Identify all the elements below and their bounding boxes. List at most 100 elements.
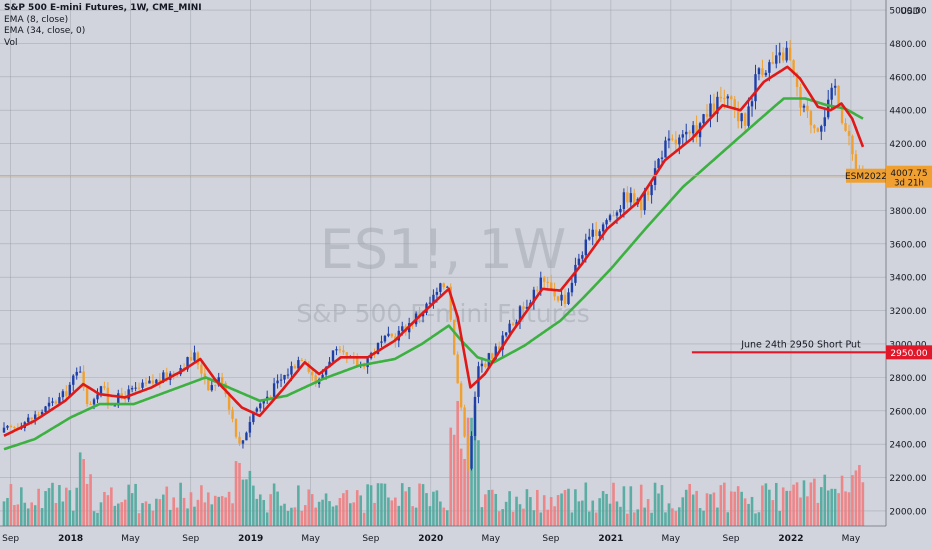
volume-bar (729, 491, 733, 526)
volume-bar (518, 504, 522, 526)
volume-bar (813, 478, 816, 526)
ema-34-line (3, 97, 864, 451)
volume-bar (799, 497, 802, 526)
volume-bar (691, 494, 695, 526)
volume-bar (629, 486, 633, 526)
indicator-volume[interactable]: Vol (4, 37, 18, 48)
candle-body (297, 360, 300, 369)
volume-bar (269, 494, 272, 526)
candle-body (338, 349, 342, 351)
volume-bar (494, 493, 498, 526)
volume-bar (660, 485, 664, 526)
volume-bar (636, 509, 640, 526)
volume-bar (785, 490, 788, 526)
candle-body (30, 417, 33, 420)
volume-bar (116, 503, 120, 526)
price-tick-label: 4200.00 (889, 140, 926, 150)
candle-body (234, 418, 238, 437)
price-tick-label: 2800.00 (889, 374, 926, 384)
candle-body (719, 96, 723, 99)
volume-bar (771, 500, 775, 526)
candle-body (681, 134, 684, 138)
candle-body (795, 73, 799, 87)
price-tick-label: 2600.00 (889, 407, 926, 417)
volume-bar (303, 505, 307, 526)
volume-bar (608, 503, 612, 526)
symbol-tag-bg (846, 168, 886, 183)
time-tick-label: May (301, 534, 320, 544)
volume-bar (459, 448, 463, 526)
indicator-ema-34[interactable]: EMA (34, close, 0) (4, 26, 86, 36)
candle-body (210, 385, 213, 391)
volume-bar (688, 483, 691, 526)
volume-bar (400, 483, 404, 526)
candle-body (536, 289, 539, 291)
price-tick-label: 4400.00 (889, 107, 926, 117)
candle-body (813, 125, 816, 129)
candle-body (847, 130, 851, 136)
candle-body (9, 425, 13, 428)
candle-body (231, 409, 234, 419)
volume-bar (51, 482, 54, 526)
volume-bar (276, 491, 279, 526)
candle-body (705, 114, 709, 117)
watermark-name: S&P 500 E-mini Futures (296, 299, 590, 328)
volume-bar (338, 498, 342, 526)
price-tick-label: 5000.00 (889, 7, 926, 17)
volume-bar (567, 488, 570, 526)
candle-body (539, 277, 542, 291)
time-tick-label: Sep (182, 534, 199, 544)
volume-bar (33, 505, 37, 526)
ema-8-path (3, 65, 865, 437)
chart-title[interactable]: S&P 500 E-mini Futures, 1W, CME_MINI (4, 3, 202, 13)
volume-bar (314, 507, 317, 526)
candle-body (255, 408, 259, 412)
candle-body (733, 99, 736, 110)
volume-bar (362, 512, 366, 526)
candle-body (532, 289, 536, 303)
volume-bar (681, 497, 685, 526)
volume-bar (425, 493, 428, 526)
indicator-ema-8[interactable]: EMA (8, close) (4, 14, 69, 25)
candle-body (594, 229, 598, 237)
volume-bar (30, 502, 34, 526)
volume-bar (806, 496, 809, 526)
volume-bar (612, 482, 615, 526)
candle-body (778, 52, 781, 56)
volume-bar (598, 498, 601, 526)
candle-body (435, 291, 439, 295)
volume-bar (733, 491, 737, 526)
volume-bar (792, 484, 795, 526)
volume-bar (310, 494, 314, 526)
candle-body (61, 391, 65, 398)
volume-bar (2, 501, 6, 526)
candle-body (754, 74, 757, 102)
candle-body (605, 220, 608, 225)
candle-body (667, 138, 671, 141)
candle-body (214, 385, 217, 387)
volume-bar (684, 489, 688, 526)
candle-body (588, 236, 591, 240)
price-tick-label: 3400.00 (889, 274, 926, 284)
volume-bar (349, 503, 352, 526)
candle-body (217, 377, 220, 386)
candle-body (480, 363, 484, 367)
candle-body (498, 346, 501, 350)
volume-bar (757, 512, 761, 526)
volume-bar (37, 488, 40, 526)
volume-bar (705, 493, 709, 526)
volume-bar (473, 405, 477, 526)
volume-bar (193, 506, 196, 526)
candle-body (844, 123, 847, 131)
volume-bar (788, 490, 792, 526)
volume-bar (456, 400, 459, 526)
short-put-tag: 2950.00 (886, 345, 932, 360)
volume-bar (110, 487, 113, 526)
volume-bar (487, 490, 491, 526)
volume-bar (373, 502, 376, 526)
volume-bar (553, 506, 556, 526)
candle-body (345, 352, 349, 357)
candle-body (120, 393, 123, 397)
